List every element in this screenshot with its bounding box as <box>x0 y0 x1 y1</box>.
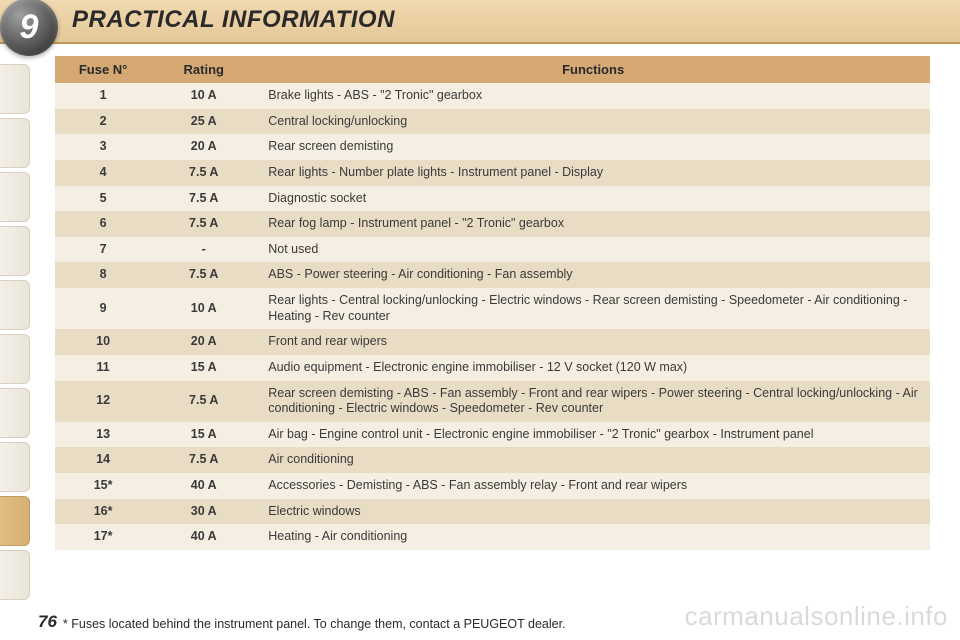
th-functions: Functions <box>256 56 930 83</box>
cell-function: Diagnostic socket <box>256 186 930 212</box>
cell-rating: 7.5 A <box>151 211 256 237</box>
table-row: 910 ARear lights - Central locking/unloc… <box>55 288 930 329</box>
footnote: * Fuses located behind the instrument pa… <box>63 617 566 631</box>
cell-rating: 7.5 A <box>151 160 256 186</box>
cell-function: Accessories - Demisting - ABS - Fan asse… <box>256 473 930 499</box>
table-row: 67.5 ARear fog lamp - Instrument panel -… <box>55 211 930 237</box>
cell-rating: 40 A <box>151 473 256 499</box>
cell-function: Front and rear wipers <box>256 329 930 355</box>
th-rating: Rating <box>151 56 256 83</box>
cell-rating: 20 A <box>151 329 256 355</box>
cell-rating: 15 A <box>151 355 256 381</box>
cell-rating: 7.5 A <box>151 186 256 212</box>
cell-function: Rear lights - Central locking/unlocking … <box>256 288 930 329</box>
cell-fuse: 6 <box>55 211 151 237</box>
table-header-row: Fuse N° Rating Functions <box>55 56 930 83</box>
cell-function: Central locking/unlocking <box>256 109 930 135</box>
side-tab[interactable] <box>0 280 30 330</box>
side-tab[interactable] <box>0 172 30 222</box>
table-row: 225 ACentral locking/unlocking <box>55 109 930 135</box>
page-number: 76 <box>38 612 57 632</box>
cell-fuse: 15* <box>55 473 151 499</box>
cell-function: Rear screen demisting <box>256 134 930 160</box>
cell-fuse: 3 <box>55 134 151 160</box>
chapter-badge: 9 <box>0 0 58 56</box>
cell-rating: 7.5 A <box>151 447 256 473</box>
cell-function: Heating - Air conditioning <box>256 524 930 550</box>
watermark: carmanualsonline.info <box>685 601 948 632</box>
cell-fuse: 7 <box>55 237 151 263</box>
cell-fuse: 5 <box>55 186 151 212</box>
cell-fuse: 4 <box>55 160 151 186</box>
cell-fuse: 8 <box>55 262 151 288</box>
cell-function: Air conditioning <box>256 447 930 473</box>
table-row: 16*30 AElectric windows <box>55 499 930 525</box>
side-tab[interactable] <box>0 496 30 546</box>
cell-fuse: 2 <box>55 109 151 135</box>
side-tab[interactable] <box>0 118 30 168</box>
table-row: 320 ARear screen demisting <box>55 134 930 160</box>
table-row: 17*40 AHeating - Air conditioning <box>55 524 930 550</box>
table-row: 1115 AAudio equipment - Electronic engin… <box>55 355 930 381</box>
cell-function: Rear lights - Number plate lights - Inst… <box>256 160 930 186</box>
cell-fuse: 17* <box>55 524 151 550</box>
table-row: 110 ABrake lights - ABS - "2 Tronic" gea… <box>55 83 930 109</box>
fuse-table: Fuse N° Rating Functions 110 ABrake ligh… <box>55 56 930 550</box>
side-tabs <box>0 64 30 604</box>
page-title: PRACTICAL INFORMATION <box>72 6 395 34</box>
cell-rating: 15 A <box>151 422 256 448</box>
cell-function: Electric windows <box>256 499 930 525</box>
cell-rating: 10 A <box>151 288 256 329</box>
page-header: 9 PRACTICAL INFORMATION <box>0 0 960 44</box>
cell-function: Rear fog lamp - Instrument panel - "2 Tr… <box>256 211 930 237</box>
cell-rating: 25 A <box>151 109 256 135</box>
table-row: 127.5 ARear screen demisting - ABS - Fan… <box>55 381 930 422</box>
table-row: 47.5 ARear lights - Number plate lights … <box>55 160 930 186</box>
cell-fuse: 9 <box>55 288 151 329</box>
cell-rating: 10 A <box>151 83 256 109</box>
table-row: 1315 AAir bag - Engine control unit - El… <box>55 422 930 448</box>
cell-function: ABS - Power steering - Air conditioning … <box>256 262 930 288</box>
cell-fuse: 16* <box>55 499 151 525</box>
side-tab[interactable] <box>0 550 30 600</box>
th-fuse: Fuse N° <box>55 56 151 83</box>
cell-function: Brake lights - ABS - "2 Tronic" gearbox <box>256 83 930 109</box>
side-tab[interactable] <box>0 64 30 114</box>
side-tab[interactable] <box>0 442 30 492</box>
table-row: 7-Not used <box>55 237 930 263</box>
cell-fuse: 12 <box>55 381 151 422</box>
cell-rating: 30 A <box>151 499 256 525</box>
side-tab[interactable] <box>0 388 30 438</box>
cell-rating: 7.5 A <box>151 262 256 288</box>
table-row: 147.5 AAir conditioning <box>55 447 930 473</box>
cell-rating: 7.5 A <box>151 381 256 422</box>
cell-rating: 40 A <box>151 524 256 550</box>
cell-function: Audio equipment - Electronic engine immo… <box>256 355 930 381</box>
table-row: 15*40 AAccessories - Demisting - ABS - F… <box>55 473 930 499</box>
cell-fuse: 14 <box>55 447 151 473</box>
cell-fuse: 13 <box>55 422 151 448</box>
fuse-table-body: 110 ABrake lights - ABS - "2 Tronic" gea… <box>55 83 930 550</box>
cell-rating: 20 A <box>151 134 256 160</box>
side-tab[interactable] <box>0 334 30 384</box>
table-row: 1020 AFront and rear wipers <box>55 329 930 355</box>
cell-fuse: 1 <box>55 83 151 109</box>
cell-function: Rear screen demisting - ABS - Fan assemb… <box>256 381 930 422</box>
cell-function: Air bag - Engine control unit - Electron… <box>256 422 930 448</box>
table-row: 57.5 ADiagnostic socket <box>55 186 930 212</box>
cell-fuse: 10 <box>55 329 151 355</box>
cell-function: Not used <box>256 237 930 263</box>
side-tab[interactable] <box>0 226 30 276</box>
content-area: Fuse N° Rating Functions 110 ABrake ligh… <box>55 56 930 600</box>
cell-rating: - <box>151 237 256 263</box>
table-row: 87.5 AABS - Power steering - Air conditi… <box>55 262 930 288</box>
cell-fuse: 11 <box>55 355 151 381</box>
